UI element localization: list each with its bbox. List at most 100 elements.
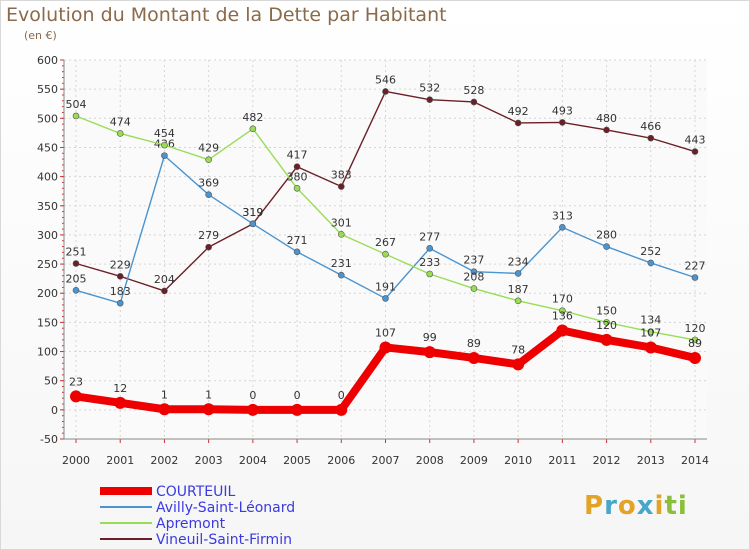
data-point xyxy=(470,268,478,275)
data-point xyxy=(114,396,127,409)
data-point xyxy=(293,184,301,192)
data-point xyxy=(116,273,124,280)
y-tick-label: 250 xyxy=(37,258,58,271)
x-tick-label: 2012 xyxy=(593,454,621,467)
data-label: 136 xyxy=(552,310,573,323)
proxiti-logo: Proxiti xyxy=(584,491,688,521)
x-tick-label: 2014 xyxy=(681,454,709,467)
data-label: 380 xyxy=(287,170,308,183)
data-label: 204 xyxy=(154,273,175,286)
data-point xyxy=(337,271,345,279)
data-point xyxy=(556,324,569,337)
data-point xyxy=(205,243,212,251)
data-point xyxy=(603,126,610,134)
data-point xyxy=(689,351,701,364)
data-label: 267 xyxy=(375,236,396,249)
y-tick-label: 500 xyxy=(37,112,58,125)
x-tick-label: 2003 xyxy=(195,454,223,467)
data-point xyxy=(559,307,566,315)
data-point xyxy=(691,336,699,344)
data-label: 170 xyxy=(552,293,573,306)
data-label: 319 xyxy=(242,206,263,219)
data-point xyxy=(205,191,212,198)
data-point xyxy=(512,358,525,371)
data-label: 134 xyxy=(640,314,661,327)
data-point xyxy=(382,88,389,95)
y-tick-label: 450 xyxy=(37,141,58,154)
data-point xyxy=(514,297,522,305)
data-label: 480 xyxy=(596,112,617,125)
x-tick-label: 2008 xyxy=(416,454,444,467)
data-label: 1 xyxy=(205,388,212,401)
data-label: 234 xyxy=(508,255,529,268)
data-label: 150 xyxy=(596,304,617,317)
legend-label: Avilly-Saint-Léonard xyxy=(156,500,295,516)
y-tick-label: 600 xyxy=(37,54,58,67)
data-point xyxy=(426,245,434,252)
data-point xyxy=(423,346,436,359)
data-point xyxy=(72,112,80,120)
x-tick-label: 2000 xyxy=(62,454,90,467)
data-point xyxy=(161,141,168,149)
x-tick-label: 2004 xyxy=(239,454,267,467)
data-point xyxy=(382,250,389,258)
data-point xyxy=(249,220,257,228)
data-point xyxy=(647,134,655,142)
data-label: 183 xyxy=(110,285,131,298)
data-label: 208 xyxy=(463,271,484,284)
data-label: 107 xyxy=(375,326,396,339)
data-label: 89 xyxy=(688,337,702,350)
data-point xyxy=(337,183,345,190)
data-label: 237 xyxy=(463,254,484,267)
data-point xyxy=(382,295,389,302)
data-label: 454 xyxy=(154,127,175,140)
y-unit-label: (en €) xyxy=(24,29,57,42)
data-point xyxy=(116,130,124,137)
data-point xyxy=(249,125,257,133)
grid-lines xyxy=(64,59,707,440)
data-label: 251 xyxy=(66,245,87,258)
data-label: 89 xyxy=(467,337,481,350)
data-label: 0 xyxy=(249,389,256,402)
data-label: 532 xyxy=(419,82,440,95)
y-tick-label: 350 xyxy=(37,200,58,213)
data-point xyxy=(337,231,345,238)
data-point xyxy=(691,274,699,281)
x-tick-label: 2002 xyxy=(150,454,178,467)
y-tick-label: 50 xyxy=(44,375,58,388)
data-point xyxy=(647,328,655,336)
data-label: 187 xyxy=(508,283,529,296)
axes: -500501001502002503003504004505005506002… xyxy=(37,54,709,467)
y-tick-label: 100 xyxy=(37,346,58,359)
series-group: 251 229 204 279 319 417 383 546 532 528 492 493 480 4… xyxy=(66,73,706,416)
data-point xyxy=(293,248,301,256)
data-label: 279 xyxy=(198,229,219,242)
data-label: 0 xyxy=(294,389,301,402)
legend: COURTEUILAvilly-Saint-LéonardApremontVin… xyxy=(100,484,295,548)
x-tick-label: 2001 xyxy=(106,454,134,467)
data-point xyxy=(205,156,212,164)
data-point xyxy=(514,270,522,277)
data-label: 0 xyxy=(338,389,345,402)
data-point xyxy=(426,96,434,103)
data-point xyxy=(202,403,215,416)
data-label: 120 xyxy=(596,319,617,332)
data-label: 528 xyxy=(463,84,484,97)
data-label: 474 xyxy=(110,115,131,128)
data-point xyxy=(379,341,392,354)
data-label: 466 xyxy=(640,120,661,133)
data-point xyxy=(470,98,478,106)
data-label: 493 xyxy=(552,104,573,117)
data-point xyxy=(161,152,168,159)
data-label: 313 xyxy=(552,209,573,222)
x-tick-label: 2009 xyxy=(460,454,488,467)
y-tick-label: 300 xyxy=(37,229,58,242)
legend-label: COURTEUIL xyxy=(156,484,236,500)
data-point xyxy=(426,270,434,278)
data-point xyxy=(559,119,566,126)
data-label: 383 xyxy=(331,169,352,182)
data-label: 482 xyxy=(242,111,263,124)
x-tick-label: 2013 xyxy=(637,454,665,467)
data-label: 120 xyxy=(685,322,706,335)
data-label: 301 xyxy=(331,216,352,229)
